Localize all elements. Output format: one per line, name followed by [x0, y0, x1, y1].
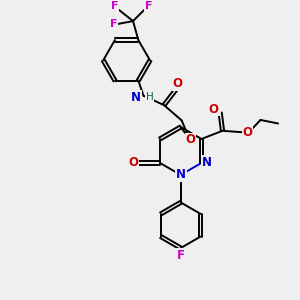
- Text: O: O: [129, 156, 139, 170]
- Text: N: N: [176, 168, 186, 181]
- Text: F: F: [110, 19, 117, 29]
- Text: N: N: [131, 91, 141, 104]
- Text: O: O: [173, 77, 183, 90]
- Text: H: H: [146, 92, 154, 102]
- Text: N: N: [202, 156, 212, 169]
- Text: F: F: [177, 249, 185, 262]
- Text: O: O: [243, 126, 253, 139]
- Text: O: O: [209, 103, 219, 116]
- Text: O: O: [185, 134, 195, 146]
- Text: F: F: [145, 2, 152, 11]
- Text: F: F: [111, 2, 118, 11]
